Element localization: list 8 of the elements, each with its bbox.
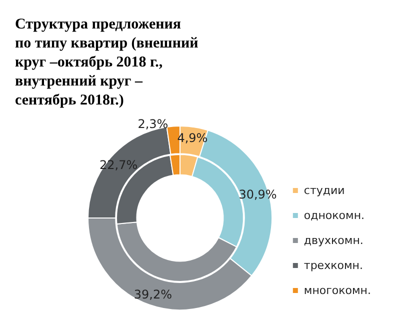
legend-label: многокомн. <box>304 284 372 297</box>
chart-title: Структура предложения по типу квартир (внешний круг –октябрь 2018 г., внутренний круг – сентябрь 2018г.) <box>15 16 202 108</box>
legend-label: однокомн. <box>304 209 365 222</box>
legend-label: студии <box>304 184 345 197</box>
data-label: 39,2% <box>134 288 172 302</box>
legend-label: двухкомн. <box>304 234 364 247</box>
legend-label: трехкомн. <box>304 259 363 272</box>
data-label: 2,3% <box>138 117 168 132</box>
